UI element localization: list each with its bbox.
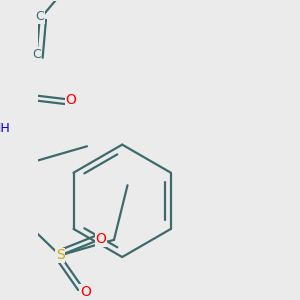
Text: C: C	[35, 10, 44, 23]
Text: NH: NH	[0, 122, 11, 135]
Text: C: C	[32, 48, 41, 61]
Text: O: O	[80, 285, 91, 298]
Text: O: O	[66, 93, 76, 107]
Text: O: O	[95, 232, 106, 246]
Text: S: S	[56, 248, 64, 262]
